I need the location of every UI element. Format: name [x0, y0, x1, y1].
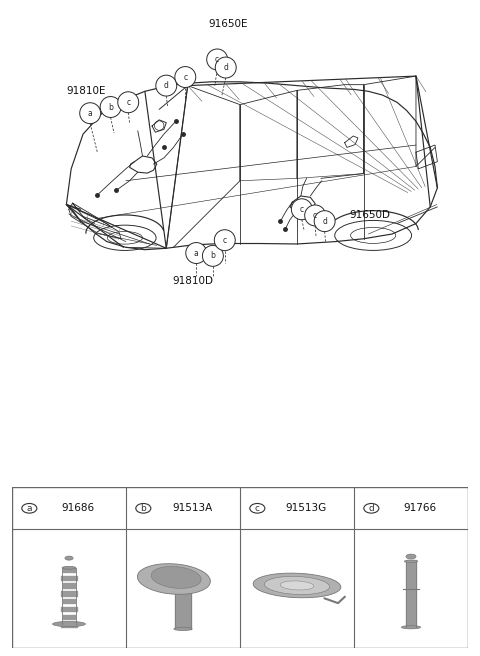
Circle shape [80, 103, 101, 123]
Text: a: a [88, 109, 93, 117]
Ellipse shape [335, 220, 411, 251]
Ellipse shape [151, 566, 201, 588]
Ellipse shape [401, 626, 420, 629]
Text: c: c [126, 98, 130, 107]
Text: 91650E: 91650E [208, 20, 248, 30]
Text: 91513G: 91513G [286, 503, 327, 513]
Circle shape [214, 230, 235, 251]
Text: d: d [322, 216, 327, 226]
Text: 91513A: 91513A [172, 503, 212, 513]
Ellipse shape [350, 228, 396, 243]
Circle shape [314, 211, 335, 232]
Text: d: d [164, 81, 168, 90]
Ellipse shape [404, 560, 418, 563]
Text: a: a [194, 249, 199, 258]
Circle shape [175, 66, 196, 87]
Text: c: c [223, 236, 227, 245]
Ellipse shape [137, 564, 210, 594]
Ellipse shape [280, 581, 314, 590]
Text: b: b [141, 504, 146, 513]
Circle shape [100, 96, 121, 117]
Ellipse shape [108, 232, 143, 244]
Text: 91686: 91686 [61, 503, 95, 513]
Ellipse shape [136, 504, 151, 513]
Ellipse shape [250, 504, 265, 513]
Text: c: c [215, 55, 219, 64]
Circle shape [215, 57, 236, 78]
Circle shape [207, 49, 228, 70]
Ellipse shape [174, 627, 192, 630]
Text: 91650D: 91650D [349, 210, 390, 220]
Ellipse shape [264, 577, 330, 594]
Text: c: c [313, 211, 317, 220]
Text: 91766: 91766 [404, 503, 437, 513]
Ellipse shape [253, 573, 341, 598]
Circle shape [118, 92, 139, 113]
Ellipse shape [65, 556, 73, 560]
Text: d: d [223, 63, 228, 72]
Circle shape [305, 205, 325, 226]
Text: c: c [255, 504, 260, 513]
Text: d: d [369, 504, 374, 513]
Text: b: b [108, 102, 113, 112]
Circle shape [203, 245, 223, 266]
Circle shape [186, 243, 207, 264]
Circle shape [156, 75, 177, 96]
FancyBboxPatch shape [12, 487, 468, 648]
Text: 91810E: 91810E [66, 87, 106, 96]
Text: a: a [26, 504, 32, 513]
Text: c: c [183, 73, 187, 81]
Ellipse shape [364, 504, 379, 513]
Text: 91810D: 91810D [172, 276, 213, 286]
Text: c: c [300, 205, 304, 214]
Text: b: b [210, 251, 216, 260]
Ellipse shape [22, 504, 37, 513]
Circle shape [291, 199, 312, 220]
Ellipse shape [94, 225, 156, 251]
Ellipse shape [53, 621, 85, 626]
Ellipse shape [62, 566, 76, 569]
Ellipse shape [406, 554, 416, 559]
